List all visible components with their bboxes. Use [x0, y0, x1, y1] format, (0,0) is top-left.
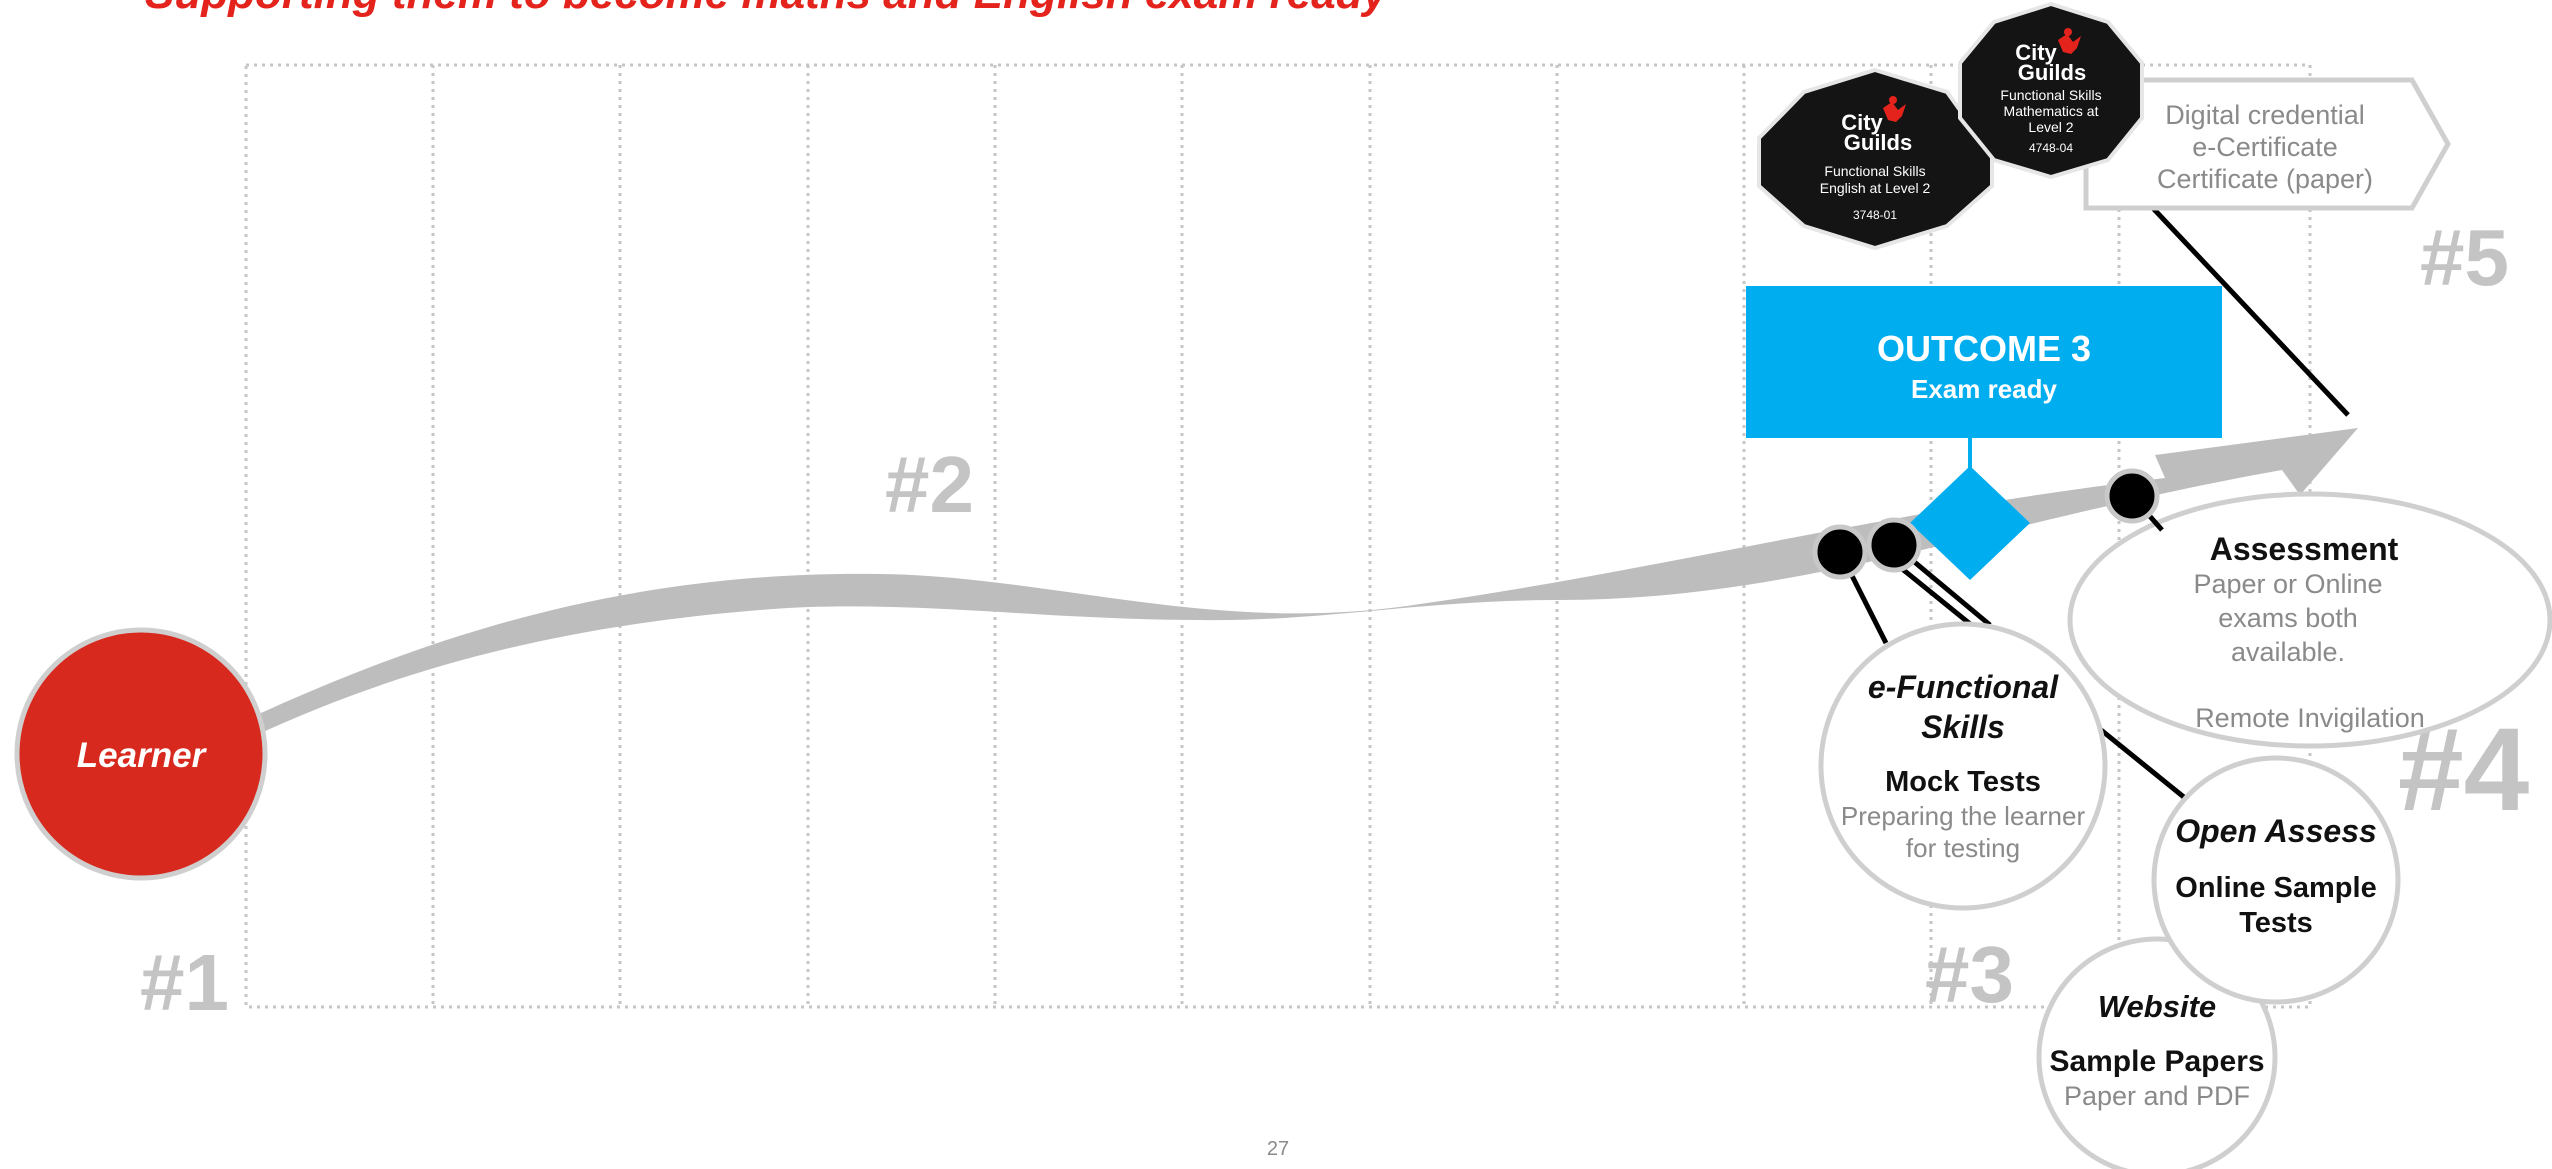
- website-desc: Paper and PDF: [2064, 1081, 2250, 1111]
- step-2-label: #2: [885, 440, 974, 529]
- step-1-label: #1: [140, 938, 229, 1027]
- badge-maths-code: 4748-04: [2029, 141, 2073, 155]
- efs-heading: Mock Tests: [1885, 766, 2041, 798]
- assessment-line2: exams both: [2218, 603, 2358, 633]
- website-heading: Sample Papers: [2049, 1045, 2264, 1078]
- credential-box: Digital credential e-Certificate Certifi…: [2083, 77, 2451, 211]
- marker-efs: [1812, 524, 1868, 580]
- badge-english-code: 3748-01: [1853, 208, 1897, 222]
- page-number: 27: [1267, 1138, 1289, 1160]
- credential-line3: Certificate (paper): [2157, 164, 2373, 194]
- badge-english-line1: Functional Skills: [1824, 163, 1925, 179]
- efs-desc-line1: Preparing the learner: [1841, 801, 2086, 831]
- website-node: Website Sample Papers Paper and PDF: [2036, 936, 2278, 1169]
- badge-english-logo-line2: Guilds: [1844, 130, 1912, 155]
- open-assess-title: Open Assess: [2175, 813, 2377, 849]
- assessment-line1: Paper or Online: [2193, 569, 2382, 599]
- badge-english: City Guilds Functional Skills English at…: [1757, 67, 1994, 251]
- badge-maths-line1: Functional Skills: [2000, 87, 2101, 103]
- learner-node: Learner: [14, 627, 268, 881]
- assessment-line3: available.: [2231, 637, 2345, 667]
- marker-open-assess: [1866, 517, 1922, 573]
- page-title: Supporting them to become maths and Engl…: [145, 0, 1390, 18]
- open-assess-line1: Online Sample: [2175, 872, 2376, 904]
- outcome-diamond: [1910, 466, 2030, 580]
- badge-maths-line2: Mathematics at: [2004, 103, 2099, 119]
- efs-node: e-Functional Skills Mock Tests Preparing…: [1818, 621, 2108, 911]
- open-assess-line2: Tests: [2239, 907, 2313, 939]
- assessment-line4: Remote Invigilation: [2195, 703, 2425, 733]
- badge-maths-logo-line2: Guilds: [2018, 60, 2086, 85]
- open-assess-node: Open Assess Online Sample Tests: [2151, 755, 2401, 1005]
- efs-title-line2: Skills: [1921, 709, 2005, 745]
- outcome-title: OUTCOME 3: [1877, 328, 2091, 369]
- efs-desc-line2: for testing: [1906, 833, 2020, 863]
- outcome-subtitle: Exam ready: [1911, 374, 2058, 404]
- outcome-box: OUTCOME 3 Exam ready: [1746, 286, 2222, 580]
- badge-maths-logo-line1: City: [2015, 40, 2057, 65]
- city-and-guilds-logo-icon: [2058, 28, 2081, 54]
- badge-maths-line3: Level 2: [2028, 119, 2073, 135]
- learner-label: Learner: [77, 736, 208, 775]
- credential-line1: Digital credential: [2165, 100, 2365, 130]
- credential-line2: e-Certificate: [2192, 132, 2338, 162]
- badge-english-line2: English at Level 2: [1820, 180, 1931, 196]
- website-title: Website: [2098, 989, 2216, 1024]
- assessment-node: Assessment Paper or Online exams both av…: [2067, 491, 2552, 749]
- assessment-heading: Assessment: [2210, 531, 2399, 567]
- step-5-label: #5: [2420, 213, 2509, 302]
- step-3-label: #3: [1925, 930, 2014, 1019]
- efs-title-line1: e-Functional: [1868, 669, 2059, 705]
- marker-assessment: [2104, 468, 2160, 524]
- city-and-guilds-logo-icon: [1883, 96, 1906, 122]
- badge-english-logo-line1: City: [1841, 110, 1883, 135]
- badge-maths: City Guilds Functional Skills Mathematic…: [1958, 1, 2144, 180]
